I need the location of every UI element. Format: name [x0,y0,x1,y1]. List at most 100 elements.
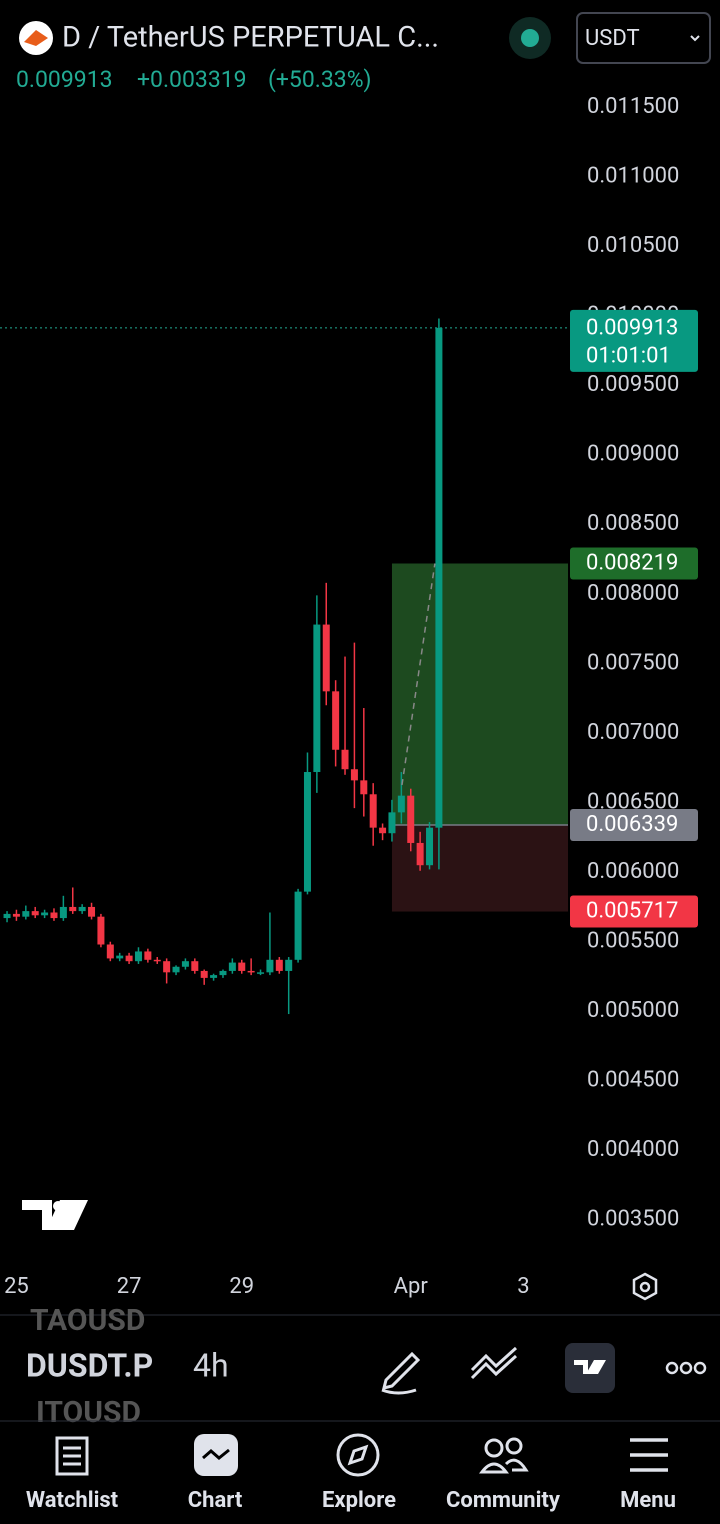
indicators-icon[interactable] [470,1346,518,1380]
candle-body [285,959,293,971]
candle-body [106,944,114,959]
candle-body [228,962,236,971]
more-dot[interactable] [665,1361,679,1375]
candle-body [172,966,180,973]
tv-logo-dot [53,1201,63,1211]
last-price-bg [570,309,698,372]
explore-icon [336,1433,380,1477]
header-change-pct: (+50.33%) [268,66,372,93]
target-zone [391,563,568,826]
candle-body [350,769,358,781]
candle-body [181,961,189,967]
candle-body [134,951,142,962]
explore-needle [347,1444,369,1466]
candle-body [125,955,133,962]
symbol-icon-mark [24,30,48,46]
nav-label[interactable]: Community [446,1488,561,1513]
y-tick-label: 0.006000 [587,859,679,884]
header-change: +0.003319 [137,66,247,93]
candle-body [266,959,274,973]
stop-label-bg [570,895,698,928]
community-icon [484,1438,504,1458]
last-price-label: 0.009913 [586,316,678,341]
community-icon-body [478,1458,529,1474]
y-tick-label: 0.011000 [587,163,679,188]
candle-body [322,624,330,692]
candle-body [379,827,387,834]
tv-button-logo [574,1360,606,1374]
chart: 0.003500 0.004000 0.004500 0.005000 0.005500… [0,94,698,1299]
candle-body [78,906,86,912]
watchlist-icon [55,1436,89,1476]
target-label-bg [570,547,698,580]
dropdown-caret [690,35,700,42]
symbol-clip: DUSDT.P [26,1346,153,1384]
currency-select[interactable] [576,12,711,64]
candle-body [116,955,124,959]
candle-body [200,970,208,978]
candle-body [191,961,199,971]
candle-body [247,970,255,973]
candle-body [388,812,396,834]
candle-body [397,795,405,813]
draw-icon[interactable] [381,1351,421,1395]
x-tick-label: Apr [394,1274,429,1299]
candle-body [341,749,349,770]
candle-body [210,975,218,978]
candle-body [59,906,67,919]
y-tick-label: 0.005000 [587,998,679,1023]
candle-body [12,913,20,917]
y-tick-label: 0.009500 [587,372,679,397]
symbol-prev: TAOUSD [30,1303,145,1338]
currency-label: USDT [585,26,640,51]
more-dot [693,1361,707,1375]
candle-body [257,972,265,974]
y-tick-label: 0.004000 [587,1137,679,1162]
candle-body [407,795,415,843]
chart-icon-line [202,1448,230,1460]
candle-body [435,327,443,828]
candle-body [275,959,283,971]
tv-logo [22,1200,88,1230]
y-tick-label: 0.005500 [587,929,679,954]
nav-label[interactable]: Menu [620,1488,676,1513]
nav-label[interactable]: Watchlist [26,1488,119,1513]
candle-body [69,906,77,912]
candle-body [303,772,311,892]
community-icon [505,1437,523,1455]
candle-body [31,911,39,916]
entry-label-bg [570,809,698,842]
candle-body [88,906,96,917]
x-tick-label: 29 [229,1274,254,1299]
y-tick-label: 0.007500 [587,650,679,675]
x-tick-label: 25 [4,1274,29,1299]
nav-bar: Watchlist Chart Explore Community Menu [26,1488,676,1513]
entry-label: 0.006339 [586,812,678,837]
settings-icon[interactable] [632,1272,658,1301]
candle-body [332,691,340,750]
symbol-title[interactable]: D / TetherUS PERPETUAL C... [62,21,439,55]
candle-body [369,794,377,828]
countdown: 01:01:01 [586,344,671,369]
stop-zone [391,825,568,912]
more-dot [679,1361,693,1375]
y-tick-label: 0.008000 [587,581,679,606]
target-label: 0.008219 [586,550,678,575]
menu-icon [630,1438,668,1472]
y-tick-label: 0.011500 [587,94,679,119]
x-tick-label: 27 [117,1274,142,1299]
symbol-next: ITOUSD [36,1395,141,1430]
candle-body [153,959,161,962]
candle-body [50,912,58,919]
header-price: 0.009913 [16,66,113,93]
nav-label[interactable]: Chart [188,1488,243,1513]
stop-label: 0.005717 [586,898,678,923]
y-tick-label: 0.009000 [587,442,679,467]
interval[interactable]: 4h [193,1346,229,1384]
nav-label[interactable]: Explore [322,1488,396,1513]
candle-body [238,962,246,971]
settings-icon-center [639,1281,651,1293]
candle-body [22,911,30,917]
toolbar-symbol[interactable]: DUSDT.P [26,1346,153,1384]
